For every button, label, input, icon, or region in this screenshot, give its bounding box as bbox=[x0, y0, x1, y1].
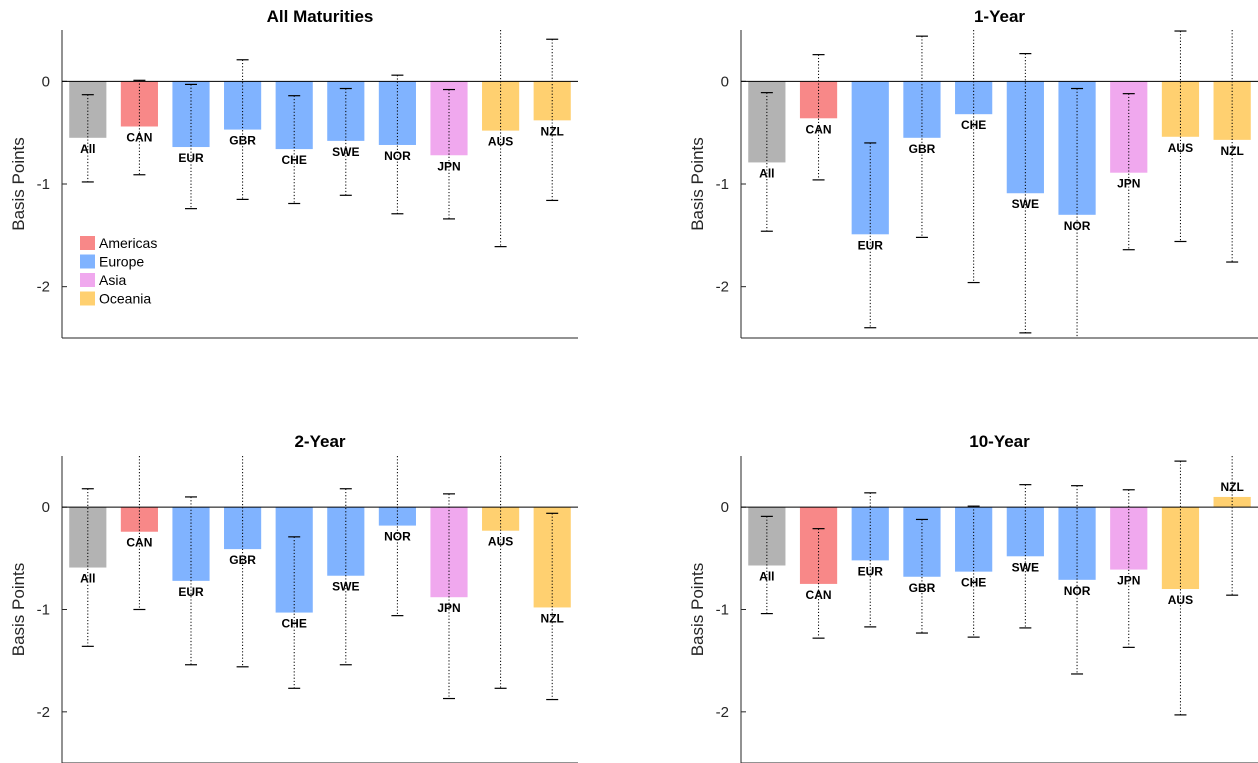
category-label-swe: SWE bbox=[332, 145, 359, 159]
bar-eur bbox=[851, 507, 889, 561]
legend-swatch-americas bbox=[80, 236, 95, 250]
category-label-aus: AUS bbox=[1168, 141, 1193, 155]
chart-panel-all-maturities: All Maturities Basis Points -2 -1 0 All CAN EUR… bbox=[9, 7, 578, 339]
category-label-all: All bbox=[80, 142, 95, 156]
bar-all bbox=[69, 81, 107, 138]
category-label-eur: EUR bbox=[858, 564, 884, 578]
y-tick-label: 0 bbox=[721, 73, 729, 90]
y-tick-label: -1 bbox=[716, 602, 729, 619]
bar-nor bbox=[1058, 81, 1096, 215]
y-tick-label: -2 bbox=[716, 279, 729, 296]
bar-nor bbox=[378, 81, 416, 145]
y-tick-label: -1 bbox=[37, 602, 50, 619]
category-label-gbr: GBR bbox=[909, 142, 936, 156]
category-label-can: CAN bbox=[126, 536, 152, 550]
category-label-che: CHE bbox=[961, 118, 986, 132]
category-label-can: CAN bbox=[806, 588, 832, 602]
category-label-all: All bbox=[80, 572, 95, 586]
category-label-all: All bbox=[759, 166, 774, 180]
category-label-jpn: JPN bbox=[437, 159, 460, 173]
legend-label-americas: Americas bbox=[99, 235, 157, 251]
bar-swe bbox=[1006, 507, 1044, 557]
y-axis-label: Basis Points bbox=[9, 137, 28, 231]
category-label-nzl: NZL bbox=[1220, 144, 1243, 158]
category-label-aus: AUS bbox=[1168, 593, 1193, 607]
bar-aus bbox=[482, 81, 520, 131]
category-label-che: CHE bbox=[282, 617, 307, 631]
category-label-eur: EUR bbox=[178, 151, 204, 165]
chart-title: 2-Year bbox=[294, 432, 345, 451]
category-label-swe: SWE bbox=[332, 580, 359, 594]
y-tick-label: 0 bbox=[721, 499, 729, 516]
chart-title: 10-Year bbox=[969, 432, 1030, 451]
bar-nzl bbox=[1213, 496, 1251, 508]
legend-label-asia: Asia bbox=[99, 272, 126, 288]
legend-swatch-europe bbox=[80, 254, 95, 269]
bar-eur bbox=[851, 81, 889, 235]
y-tick-label: 0 bbox=[42, 499, 50, 516]
y-tick-label: 0 bbox=[42, 73, 50, 90]
category-label-swe: SWE bbox=[1012, 197, 1039, 211]
y-axis-label: Basis Points bbox=[9, 563, 28, 657]
bar-nzl bbox=[533, 507, 571, 608]
legend-swatch-oceania bbox=[80, 291, 95, 306]
category-label-nor: NOR bbox=[1064, 584, 1091, 598]
category-label-che: CHE bbox=[961, 576, 986, 590]
category-label-nor: NOR bbox=[384, 530, 411, 544]
category-label-can: CAN bbox=[126, 131, 152, 145]
y-tick-label: -2 bbox=[37, 704, 50, 721]
category-label-jpn: JPN bbox=[437, 601, 460, 615]
category-label-gbr: GBR bbox=[909, 581, 936, 595]
chart-panel-1-year: 1-Year Basis Points -2 -1 0 All CAN EUR GBR CHE SW… bbox=[688, 7, 1258, 339]
chart-title: All Maturities bbox=[267, 7, 374, 26]
legend-label-oceania: Oceania bbox=[99, 291, 151, 307]
category-label-gbr: GBR bbox=[229, 553, 256, 567]
y-tick-label: -1 bbox=[716, 176, 729, 193]
legend-label-europe: Europe bbox=[99, 254, 144, 270]
category-label-jpn: JPN bbox=[1117, 574, 1140, 588]
chart-title: 1-Year bbox=[974, 7, 1025, 26]
bar-eur bbox=[172, 507, 210, 581]
category-label-eur: EUR bbox=[178, 585, 204, 599]
bar-aus bbox=[482, 507, 520, 531]
chart-panel-10-year: 10-Year Basis Points -2 -1 0 All CAN EUR GBR CHE S… bbox=[688, 432, 1258, 763]
category-label-nzl: NZL bbox=[541, 124, 564, 138]
category-label-che: CHE bbox=[282, 153, 307, 167]
category-label-aus: AUS bbox=[488, 135, 513, 149]
chart-panel-2-year: 2-Year Basis Points -2 -1 0 All CAN EUR GBR CHE SW… bbox=[9, 432, 578, 763]
category-label-jpn: JPN bbox=[1117, 177, 1140, 191]
chart-legend: Americas Europe Asia Oceania bbox=[80, 235, 157, 307]
y-tick-label: -2 bbox=[716, 704, 729, 721]
category-label-all: All bbox=[759, 569, 774, 583]
bar-nor bbox=[378, 507, 416, 526]
category-label-can: CAN bbox=[806, 122, 832, 136]
y-axis-label: Basis Points bbox=[688, 563, 707, 657]
y-tick-label: -1 bbox=[37, 176, 50, 193]
category-label-nzl: NZL bbox=[541, 611, 564, 625]
category-label-nzl: NZL bbox=[1220, 480, 1243, 494]
category-label-nor: NOR bbox=[1064, 219, 1091, 233]
category-label-swe: SWE bbox=[1012, 560, 1039, 574]
category-label-eur: EUR bbox=[858, 238, 884, 252]
bar-swe bbox=[327, 507, 365, 576]
y-axis-label: Basis Points bbox=[688, 137, 707, 231]
bar-jpn bbox=[1110, 81, 1148, 173]
category-label-nor: NOR bbox=[384, 149, 411, 163]
y-tick-label: -2 bbox=[37, 279, 50, 296]
category-label-aus: AUS bbox=[488, 535, 513, 549]
legend-swatch-asia bbox=[80, 273, 95, 287]
category-label-gbr: GBR bbox=[229, 134, 256, 148]
